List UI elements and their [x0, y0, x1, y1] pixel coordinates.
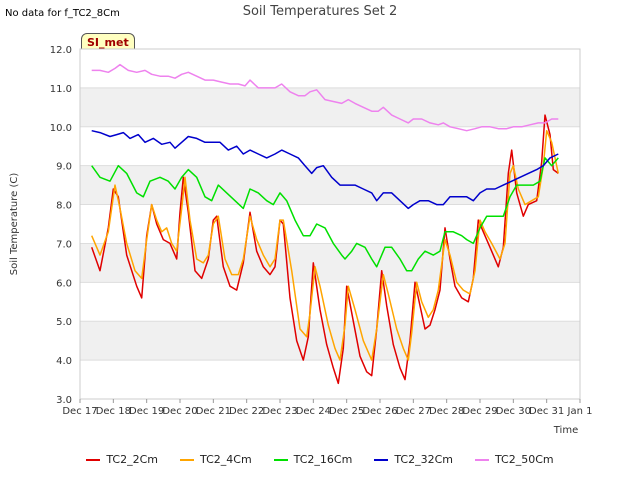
legend-label: TC2_2Cm [106, 453, 159, 466]
legend-label: TC2_16Cm [293, 453, 353, 466]
chart-title: Soil Temperatures Set 2 [242, 4, 398, 19]
x-tick-label: Dec 18 [96, 406, 131, 417]
x-tick-label: Dec 23 [262, 406, 297, 417]
y-tick-label: 3.0 [56, 395, 72, 406]
x-tick-label: Dec 26 [362, 406, 397, 417]
y-tick-label: 8.0 [56, 201, 72, 212]
plot-frame [79, 48, 581, 400]
x-tick-label: Jan 1 [567, 406, 593, 417]
x-tick-label: Dec 25 [329, 406, 364, 417]
legend-item: TC2_4Cm [180, 453, 252, 466]
series-line-TC2_16Cm [91, 157, 559, 272]
legend-item: TC2_16Cm [273, 453, 353, 466]
y-tick-label: 11.0 [50, 84, 72, 95]
x-tick-label: Dec 21 [196, 406, 231, 417]
x-tick-label: Dec 28 [429, 406, 464, 417]
legend-item: TC2_2Cm [86, 453, 158, 466]
legend-label: TC2_4Cm [200, 453, 252, 466]
x-tick-label: Dec 27 [396, 406, 431, 417]
legend-swatch [374, 458, 389, 461]
y-tick-label: 9.0 [56, 162, 72, 173]
legend-swatch [180, 458, 195, 461]
legend: TC2_2Cm TC2_4Cm TC2_16Cm TC2_32Cm TC2_50Cm [0, 453, 640, 466]
grid-band [80, 87, 580, 127]
y-tick-label: 10.0 [50, 123, 72, 134]
y-tick-label: 5.0 [56, 317, 72, 328]
x-axis-label: Time [553, 425, 578, 436]
grid-band [80, 243, 580, 283]
x-tick-label: Dec 17 [62, 406, 97, 417]
y-axis-label: Soil Temperature (C) [9, 173, 20, 276]
legend-item: TC2_50Cm [474, 453, 554, 466]
y-tick-label: 12.0 [50, 45, 72, 56]
x-tick-label: Dec 24 [296, 406, 331, 417]
series-line-TC2_50Cm [91, 63, 559, 132]
x-tick-label: Dec 19 [129, 406, 164, 417]
y-tick-label: 7.0 [56, 239, 72, 250]
legend-label: TC2_32Cm [394, 453, 453, 466]
legend-swatch [86, 458, 101, 461]
series-line-TC2_4Cm [91, 129, 560, 361]
x-tick-label: Dec 29 [462, 406, 497, 417]
legend-swatch [273, 458, 288, 461]
x-tick-label: Dec 20 [162, 406, 197, 417]
legend-swatch [474, 458, 489, 461]
grid-band [80, 165, 580, 205]
no-data-note: No data for f_TC2_8Cm [5, 8, 120, 19]
legend-item: TC2_32Cm [374, 453, 453, 466]
x-tick-label: Dec 31 [529, 406, 564, 417]
y-tick-label: 4.0 [56, 356, 72, 367]
y-tick-label: 6.0 [56, 278, 72, 289]
x-tick-label: Dec 30 [496, 406, 531, 417]
x-tick-label: Dec 22 [229, 406, 264, 417]
series-line-TC2_32Cm [91, 129, 559, 210]
legend-label: TC2_50Cm [494, 453, 554, 466]
